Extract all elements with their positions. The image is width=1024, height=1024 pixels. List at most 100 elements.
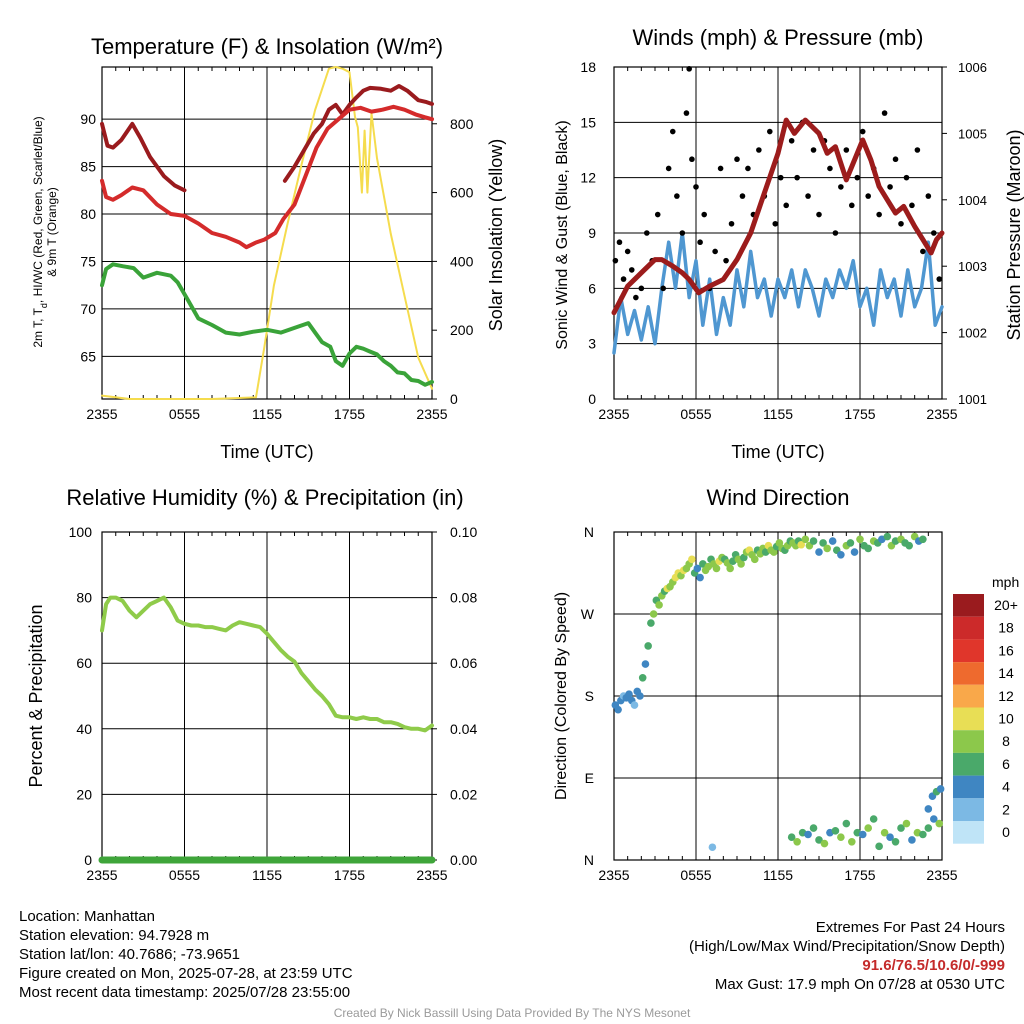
gust-point [909, 202, 915, 209]
gust-point [686, 66, 692, 72]
colorbar-label: 4 [1002, 779, 1010, 795]
max-gust-text: Max Gust: 17.9 mph On 07/28 at 0530 UTC [714, 976, 1005, 993]
y-tick-label: W [581, 606, 595, 622]
temp-series-line [100, 262, 434, 387]
colorbar-swatch [953, 684, 984, 708]
y-tick-label: 90 [80, 111, 96, 127]
x-tick-label: 2355 [598, 867, 629, 883]
direction-point [801, 535, 810, 544]
gust-point [810, 147, 817, 153]
colorbar-swatch [953, 730, 984, 753]
y-tick-label: 0 [588, 391, 596, 407]
y2-tick-label: 0.06 [450, 655, 477, 671]
temperature-plot: 2355 0555 1155 1755 2355 65 70 75 80 85 90 0 200 400 6… [80, 66, 474, 422]
colorbar-title: mph [992, 574, 1019, 590]
direction-point [787, 833, 796, 842]
recent-text: Most recent data timestamp: 2025/07/28 2… [19, 984, 351, 1001]
dir-ylabel: Direction (Colored By Speed) [553, 592, 570, 800]
x-tick-label: 2355 [86, 867, 117, 883]
direction-point [856, 535, 864, 544]
direction-point [831, 827, 840, 835]
y-tick-label: 12 [580, 170, 596, 186]
gust-point [697, 239, 703, 246]
created-text: Figure created on Mon, 2025-07-28, at 23… [19, 965, 353, 982]
y2-tick-label: 200 [450, 322, 474, 338]
x-tick-label: 1155 [763, 406, 793, 422]
extremes-values: 91.6/76.5/10.6/0/-999 [862, 957, 1005, 974]
direction-point [897, 824, 905, 832]
temp-xlabel: Time (UTC) [220, 442, 313, 462]
gust-point [783, 202, 789, 209]
gust-point [832, 230, 839, 236]
y-tick-label: 60 [76, 655, 92, 671]
y-tick-label: 40 [76, 721, 92, 737]
gust-point [612, 257, 619, 264]
gust-point [827, 165, 833, 172]
credit-text: Created By Nick Bassill Using Data Provi… [333, 1006, 691, 1020]
direction-point [880, 828, 889, 837]
x-tick-label: 1155 [252, 867, 282, 883]
gust-point [683, 110, 690, 116]
gust-point [936, 276, 943, 282]
direction-point [935, 819, 944, 828]
direction-point [924, 805, 933, 813]
temp-series-line [101, 66, 433, 400]
gust-point [777, 174, 784, 181]
plot-frame [101, 66, 433, 400]
gust-point [620, 276, 627, 282]
colorbar-swatch [953, 616, 984, 640]
x-tick-label: 2355 [86, 406, 117, 422]
gust-point [920, 248, 926, 255]
rh-panel-title: Relative Humidity (%) & Precipitation (i… [66, 485, 463, 510]
y-tick-label: 70 [80, 301, 96, 317]
direction-point [712, 564, 721, 573]
direction-point [688, 555, 696, 564]
gust-point [701, 211, 707, 218]
gust-point [654, 211, 661, 218]
gust-point [788, 137, 795, 144]
gust-point [689, 156, 695, 163]
y2-tick-label: 0 [450, 391, 458, 407]
y-tick-label: N [584, 852, 594, 868]
direction-point [708, 843, 717, 852]
direction-point [804, 830, 812, 839]
y2-tick-label: 0.10 [450, 524, 477, 540]
direction-point [649, 610, 658, 618]
x-tick-label: 0555 [169, 406, 200, 422]
temp-panel-title: Temperature (F) & Insolation (W/m²) [91, 34, 443, 59]
colorbar-swatch [953, 594, 984, 617]
x-tick-label: 2355 [926, 867, 957, 883]
colorbar-label: 6 [1002, 756, 1010, 772]
x-tick-label: 1755 [844, 406, 875, 422]
gust-point [644, 230, 650, 236]
gust-point [739, 193, 746, 199]
wind-xlabel: Time (UTC) [731, 442, 824, 462]
gust-point [925, 193, 932, 199]
direction-point [644, 642, 652, 650]
direction-point [737, 560, 745, 568]
colorbar-label: 14 [998, 665, 1014, 681]
gust-point [854, 174, 861, 181]
colorbar-label: 16 [998, 642, 1014, 658]
gust-point [859, 128, 866, 135]
direction-point [936, 785, 945, 793]
direction-point [625, 690, 633, 698]
gust-point [903, 174, 910, 181]
direction-point [614, 705, 622, 714]
x-tick-label: 0555 [680, 867, 711, 883]
y-tick-label: 0 [84, 852, 92, 868]
colorbar-label: 20+ [994, 597, 1018, 613]
direction-point [655, 601, 663, 609]
direction-point [726, 564, 734, 573]
direction-point [636, 692, 644, 700]
direction-point [924, 824, 933, 832]
direction-point [809, 824, 818, 832]
colorbar-label: 12 [998, 688, 1014, 704]
colorbar-swatch [953, 707, 984, 731]
direction-point [809, 537, 818, 545]
gust-point [805, 193, 811, 199]
gust-point [756, 147, 762, 153]
direction-point [696, 573, 704, 582]
y-tick-label: 3 [588, 336, 596, 352]
